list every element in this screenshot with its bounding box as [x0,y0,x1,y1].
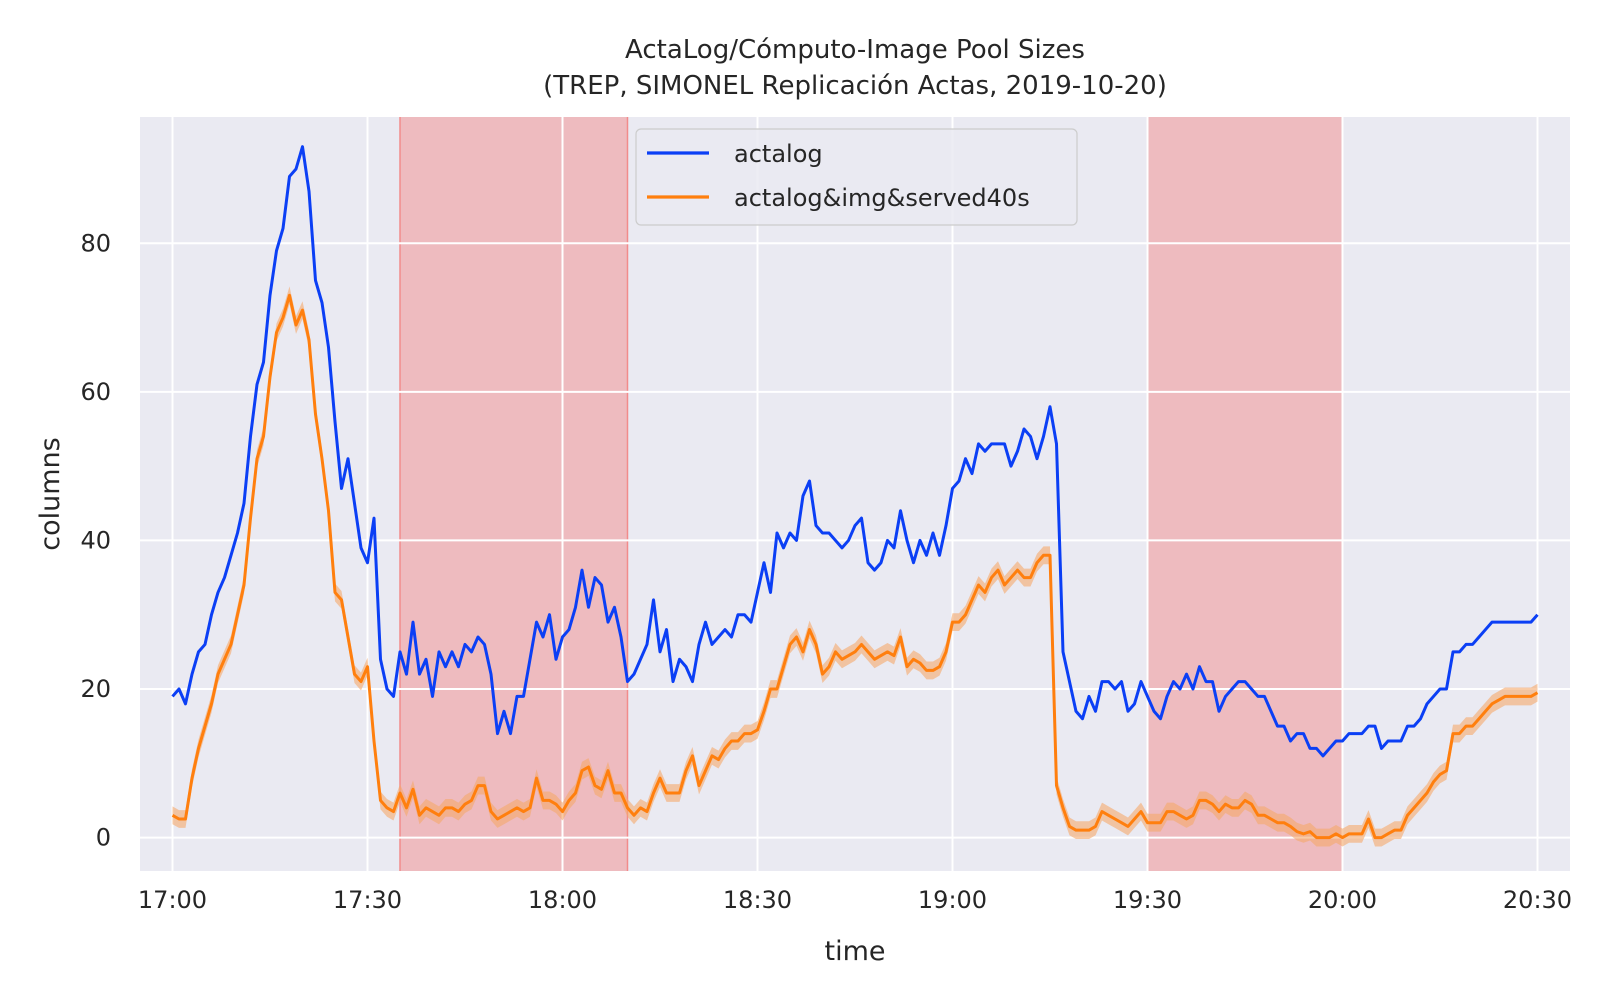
series-line-actalog-img-served40s [171,293,1539,840]
legend-box [635,128,1078,226]
series-line-actalog [171,145,1539,758]
x-tick-label: 19:00 [918,886,987,914]
shaded-region-2 [1147,117,1343,871]
x-tick-label: 17:30 [333,886,402,914]
legend-label-actalog: actalog [734,140,823,168]
tick-labels: 17:00 17:30 18:00 18:30 19:00 19:30 20:00 20:30… [80,229,1572,914]
y-axis-label: columns [35,437,66,550]
y-tick-label: 80 [80,229,111,257]
x-axis-label: time [824,936,885,967]
x-tick-label: 18:30 [723,886,792,914]
chart-subtitle: (TREP, SIMONEL Replicación Actas, 2019-1… [543,71,1167,101]
y-tick-label: 60 [80,378,111,406]
x-tick-label: 20:30 [1503,886,1572,914]
x-tick-label: 20:00 [1308,886,1377,914]
y-tick-label: 0 [96,824,111,852]
x-tick-label: 17:00 [138,886,207,914]
series-layer [171,145,1539,847]
shaded-region-1 [400,117,628,871]
legend-label-actalog-img-served40s: actalog&img&served40s [734,184,1030,212]
x-tick-label: 19:30 [1113,886,1182,914]
x-tick-label: 18:00 [528,886,597,914]
chart-title: ActaLog/Cómputo-Image Pool Sizes [625,35,1085,65]
y-tick-label: 20 [80,675,111,703]
legend: actalog actalog&img&served40s [635,128,1078,226]
y-tick-label: 40 [80,526,111,554]
